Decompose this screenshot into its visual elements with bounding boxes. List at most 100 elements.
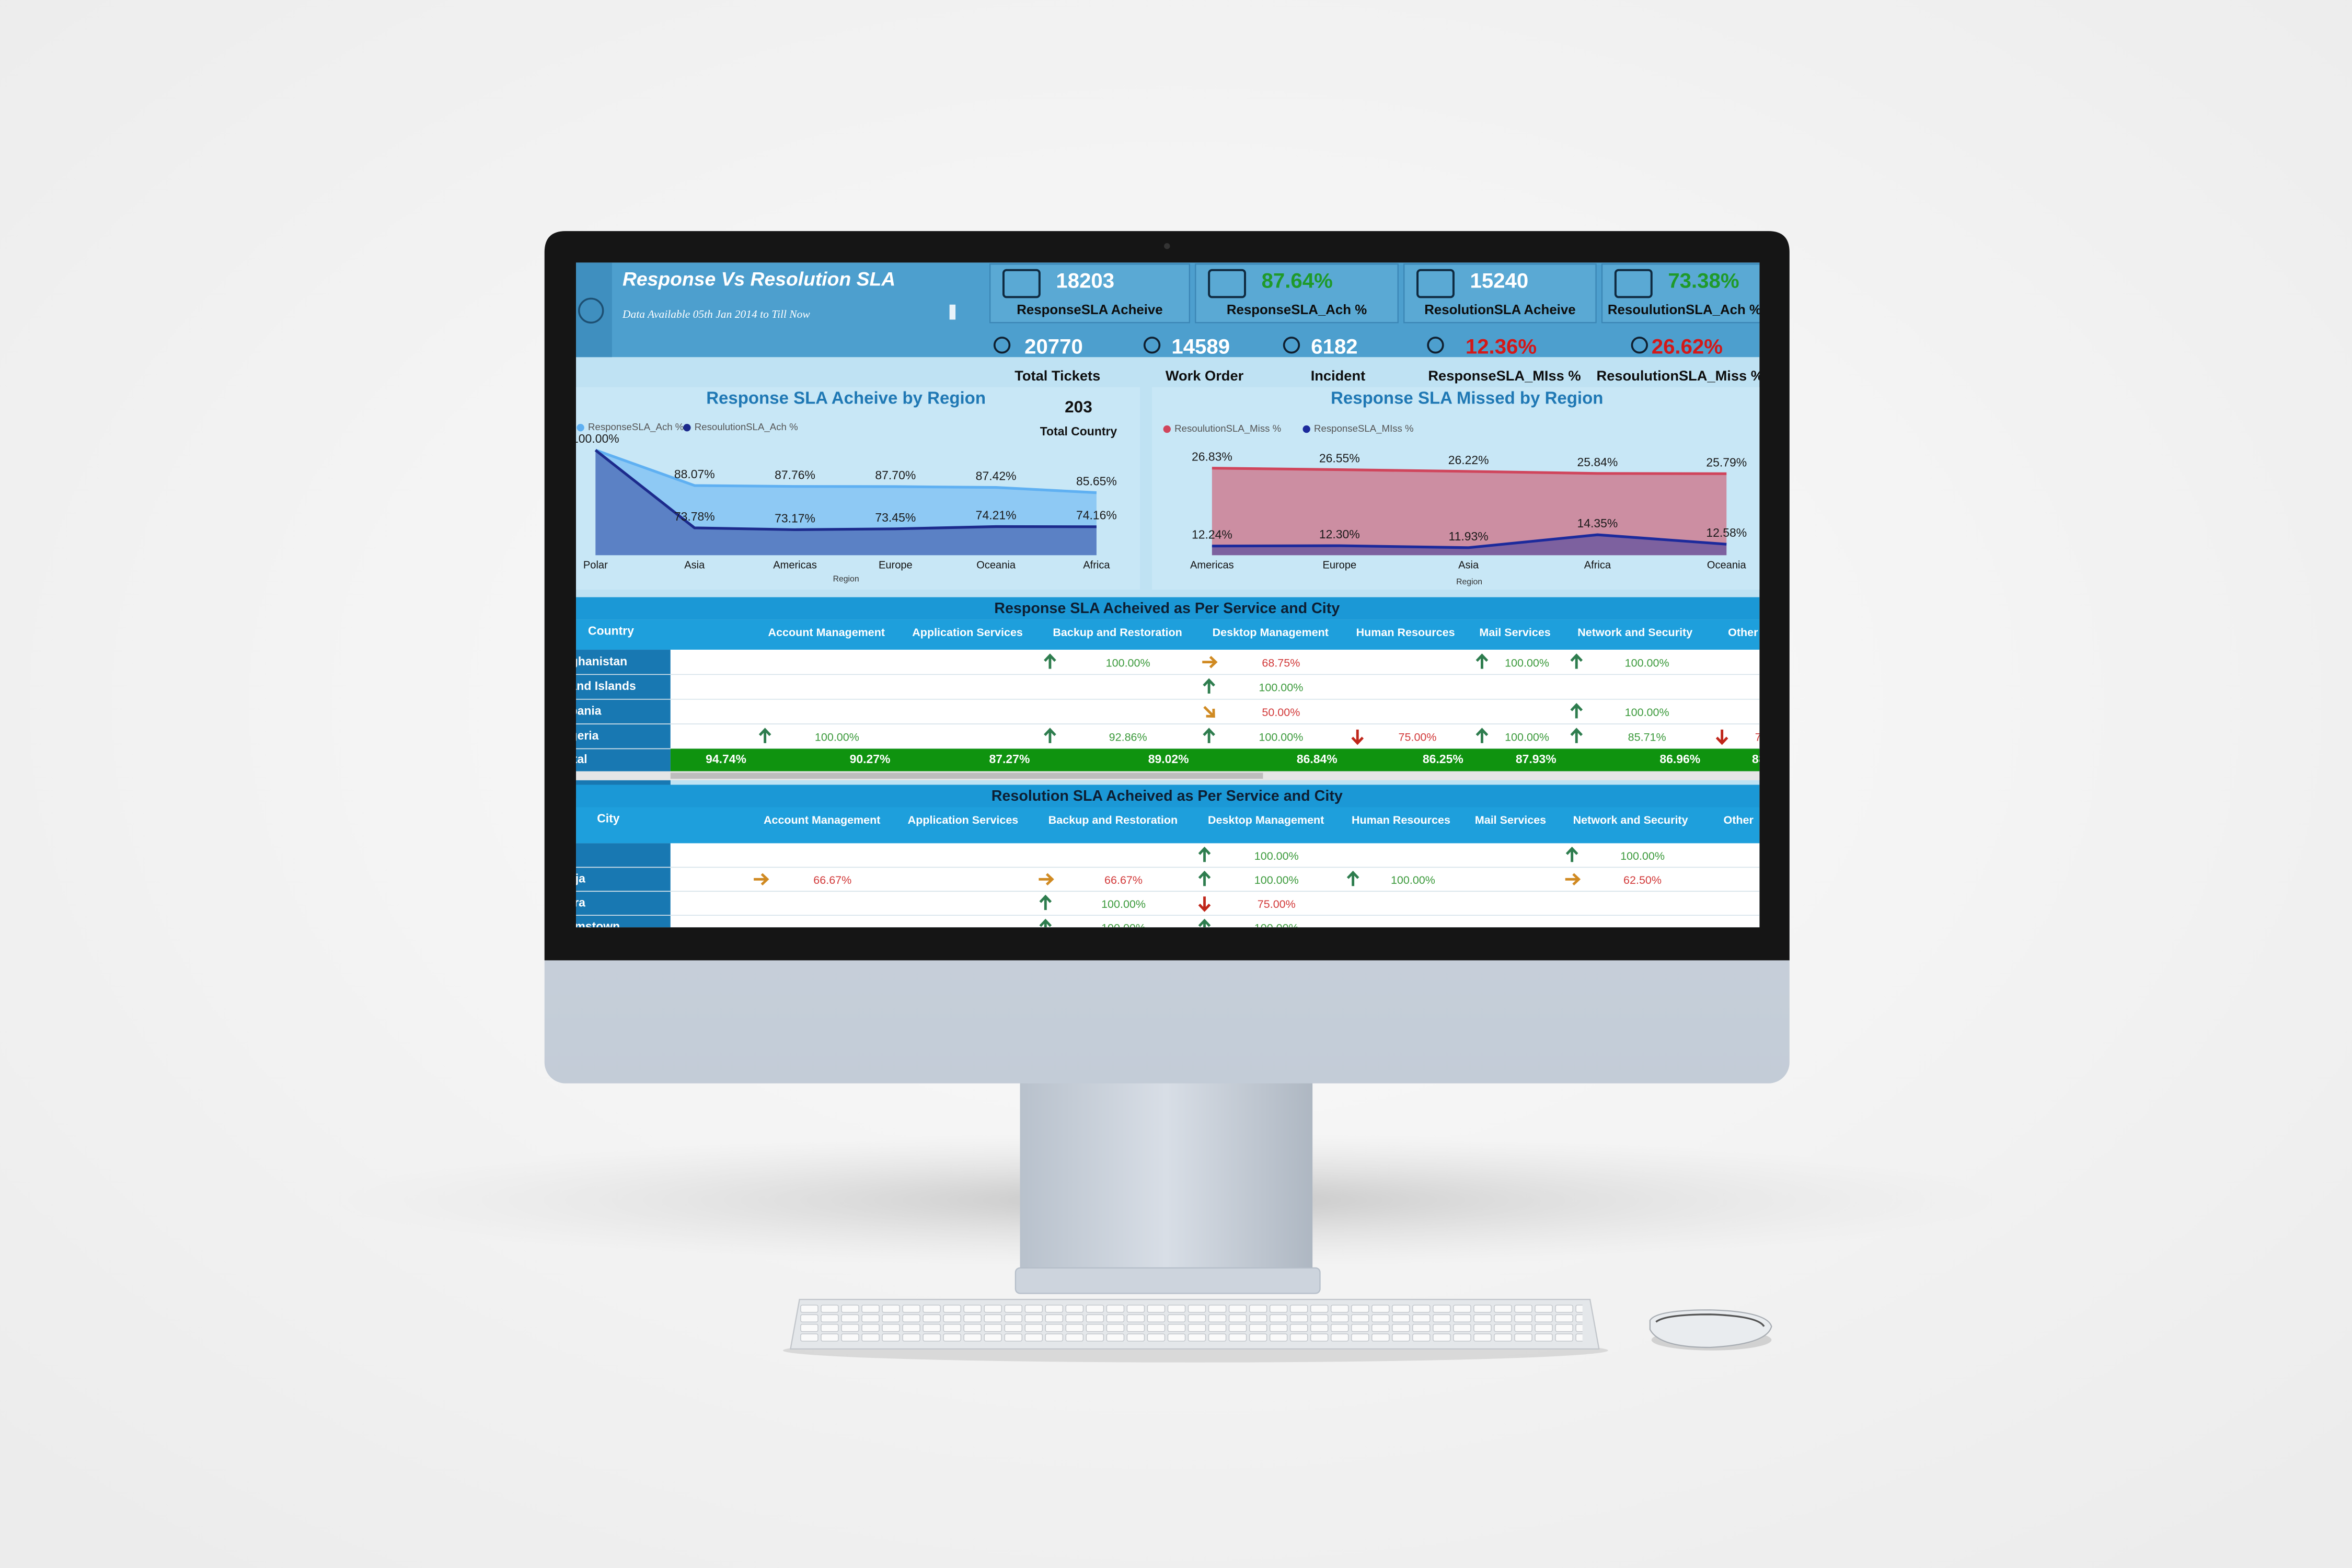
- arrow-glyph: [1570, 653, 1583, 669]
- cell-value: 100.00%: [1101, 922, 1146, 935]
- stat-label: Work Order: [1166, 367, 1244, 384]
- data-label: 26.22%: [1448, 453, 1489, 467]
- x-tick-label: Africa: [1584, 560, 1611, 571]
- total-value: 90.27%: [850, 752, 891, 766]
- row-label: Albania: [558, 704, 602, 718]
- cell-value: 100.00%: [1254, 874, 1299, 886]
- status-arrow: [1351, 729, 1364, 745]
- legend-marker: [683, 424, 691, 432]
- kpi-card: [1195, 263, 1399, 324]
- row-label-column: [576, 843, 671, 928]
- data-label: 26.55%: [1319, 452, 1360, 465]
- data-label: 87.76%: [775, 468, 815, 482]
- kpi-value: 15240: [1470, 269, 1529, 292]
- cell-value: 100.00%: [1625, 706, 1669, 719]
- kpi-value: 18203: [1056, 269, 1114, 292]
- column-header: Backup and Restoration: [1053, 626, 1182, 639]
- legend-marker: [1163, 425, 1171, 433]
- arrow-glyph: [1203, 706, 1215, 718]
- data-label: 25.84%: [1577, 455, 1618, 469]
- total-value: 87.93%: [1516, 752, 1557, 766]
- x-tick-label: Africa: [1083, 560, 1110, 571]
- arrow-glyph: [1203, 678, 1215, 694]
- kpi-label: ResolutionSLA Acheive: [1424, 303, 1575, 317]
- legend-label: ResoulutionSLA_Miss %: [1174, 423, 1281, 434]
- kpi-label: ResoulutionSLA_Ach %: [1608, 303, 1761, 317]
- column-header: Desktop Management: [1208, 814, 1324, 826]
- total-value: 87.27%: [989, 752, 1030, 766]
- legend-label: ResoulutionSLA_Ach %: [695, 421, 798, 433]
- status-arrow: [1198, 918, 1211, 928]
- cell-value: 100.00%: [1625, 656, 1669, 669]
- kpi-icon: [1002, 269, 1041, 298]
- status-arrow: [1044, 653, 1056, 669]
- kpi-card: [989, 263, 1190, 324]
- x-tick-label: Oceania: [976, 560, 1016, 571]
- arrow-glyph: [1203, 728, 1215, 743]
- row-label: Abuja: [552, 871, 585, 885]
- arrow-glyph: [758, 728, 771, 743]
- data-label: 74.16%: [1076, 509, 1117, 522]
- cell-value: 100.00%: [1259, 731, 1303, 743]
- mouse: [1649, 1309, 1772, 1348]
- header-title: Response Vs Resolution SLA: [622, 268, 895, 290]
- kpi-label: ResponseSLA Acheive: [1017, 303, 1162, 317]
- x-tick-label: Oceania: [1707, 560, 1747, 571]
- arrow-glyph: [1346, 870, 1359, 886]
- stat-value: 6182: [1311, 335, 1357, 359]
- total-value: 86.96%: [1659, 752, 1700, 766]
- data-label: 88.07%: [674, 467, 715, 481]
- data-label: 14.35%: [1577, 516, 1618, 530]
- arrow-glyph: [1039, 894, 1052, 910]
- data-label: 87.42%: [976, 469, 1017, 483]
- arrow-glyph: [1570, 703, 1583, 719]
- column-header: Account Management: [764, 814, 881, 826]
- series-line: [594, 449, 1097, 531]
- status-arrow: [758, 728, 771, 743]
- data-label: 25.79%: [1706, 455, 1747, 469]
- status-arrow: [1203, 706, 1215, 718]
- arrow-glyph: [1715, 729, 1728, 745]
- cell-value: 85.71%: [1628, 731, 1666, 743]
- row-label: Afghanistan: [558, 654, 628, 668]
- cell-value: 100.00%: [1254, 922, 1299, 935]
- status-arrow: [1346, 870, 1359, 886]
- arrow-glyph: [1565, 846, 1578, 862]
- arrow-glyph: [1475, 653, 1489, 669]
- column-header: Desktop Management: [1213, 626, 1329, 639]
- status-arrow: [1570, 728, 1583, 743]
- column-header: Mail Services: [1479, 626, 1550, 639]
- data-label: 26.83%: [1192, 450, 1232, 464]
- total-value: 86.84%: [1297, 752, 1338, 766]
- dashboard: Response Vs Resolution SLA Data Availabl…: [552, 262, 1761, 935]
- cell-value: 75.00%: [1258, 898, 1296, 910]
- data-label: 85.65%: [1076, 475, 1117, 488]
- arrow-glyph: [754, 873, 769, 886]
- data-label: 73.17%: [775, 511, 815, 525]
- status-arrow: [1198, 870, 1211, 886]
- data-label: 12.24%: [1192, 528, 1232, 541]
- x-tick-label: Americas: [1190, 560, 1234, 571]
- data-label: 100.00%: [572, 432, 619, 445]
- kpi-icon: [1208, 269, 1247, 298]
- arrow-glyph: [1198, 918, 1211, 928]
- arrow-glyph: [1044, 728, 1056, 743]
- cell-value: 100.00%: [1505, 731, 1549, 743]
- stat-value: 12.36%: [1466, 335, 1537, 359]
- arrow-glyph: [1198, 896, 1211, 912]
- stat-icon: [1143, 337, 1161, 354]
- arrow-glyph: [1198, 870, 1211, 886]
- cell-value: 100.00%: [1101, 898, 1146, 910]
- row-label: Aland Islands: [558, 679, 636, 693]
- stat-label: Total Tickets: [1014, 367, 1100, 384]
- row-label: Algeria: [558, 729, 599, 742]
- kpi-value: 87.64%: [1262, 269, 1333, 292]
- total-value: 94.74%: [706, 752, 746, 766]
- column-header: Other: [1728, 626, 1758, 639]
- arrow-glyph: [1565, 873, 1581, 886]
- total-country-label: Total Country: [1040, 424, 1117, 438]
- cell-value: 68.75%: [1262, 656, 1300, 669]
- status-arrow: [1475, 653, 1489, 669]
